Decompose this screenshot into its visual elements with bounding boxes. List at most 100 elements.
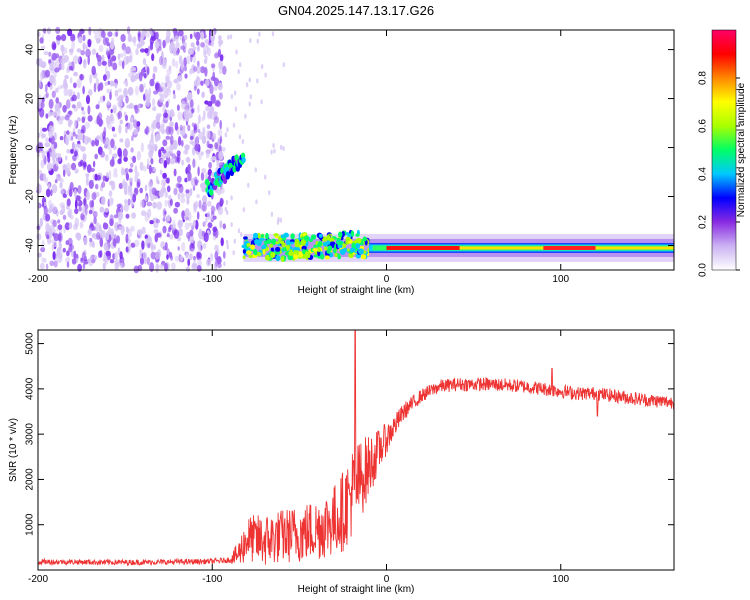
noise-blob [90, 240, 95, 247]
noise-blob [235, 49, 238, 55]
noise-blob [98, 44, 104, 53]
noise-blob [99, 119, 104, 126]
noise-blob [96, 135, 101, 141]
noise-blob [60, 44, 65, 53]
noise-blob [80, 73, 83, 81]
carrier-blob [337, 255, 342, 260]
noise-blob [57, 219, 61, 224]
noise-blob [180, 192, 185, 199]
early-signal-blob [234, 154, 239, 161]
noise-blob [223, 261, 226, 267]
y-tick-label: -40 [25, 238, 36, 253]
carrier-blob [280, 255, 285, 263]
noise-blob [79, 28, 85, 35]
carrier-blob [320, 254, 325, 260]
carrier-blob [261, 245, 267, 250]
noise-blob [141, 28, 147, 38]
noise-blob [197, 104, 200, 114]
carrier-blob [262, 249, 266, 255]
carrier-blob [275, 255, 281, 262]
noise-blob [145, 125, 149, 136]
colorbar-tick-label: 0.8 [698, 71, 709, 85]
noise-blob [198, 199, 202, 209]
noise-blob [127, 243, 132, 251]
noise-blob [41, 97, 45, 103]
noise-blob [270, 149, 273, 155]
noise-blob [272, 143, 275, 148]
carrier-blob [334, 252, 338, 258]
noise-blob [225, 200, 229, 205]
noise-blob [174, 201, 181, 208]
noise-blob [109, 259, 115, 264]
noise-blob [55, 87, 59, 93]
noise-blob [136, 178, 141, 188]
noise-blob [118, 59, 123, 67]
x-tick-label: 0 [384, 274, 390, 285]
noise-blob [133, 38, 137, 47]
noise-blob [101, 30, 106, 39]
noise-blob [264, 174, 267, 180]
noise-blob [174, 122, 179, 131]
carrier-blob [260, 234, 265, 238]
noise-blob [70, 162, 77, 171]
noise-blob [41, 133, 47, 138]
noise-blob [82, 153, 87, 161]
noise-blob [118, 182, 123, 190]
y-tick-label: 2000 [25, 468, 36, 491]
noise-blob [115, 31, 118, 37]
noise-blob [189, 135, 194, 141]
noise-blob [72, 55, 79, 64]
noise-blob [84, 121, 91, 129]
noise-blob [172, 27, 178, 35]
snr-x-axis: -200 -100 0 100 [28, 330, 570, 585]
noise-blob [107, 80, 111, 85]
noise-blob [48, 59, 52, 64]
noise-blob [56, 34, 62, 41]
noise-blob [154, 82, 159, 91]
noise-blob [56, 256, 63, 264]
noise-blob [175, 60, 179, 69]
noise-blob [86, 164, 92, 173]
noise-blob [152, 106, 157, 112]
noise-blob [108, 226, 112, 235]
noise-blob [204, 217, 208, 224]
noise-blob [127, 86, 134, 96]
noise-blob [230, 94, 234, 100]
noise-blob [105, 50, 111, 56]
noise-blob [136, 150, 142, 161]
noise-blob [37, 169, 43, 176]
noise-blob [63, 47, 68, 54]
noise-blob [91, 226, 97, 231]
noise-blob [36, 233, 42, 241]
noise-blob [188, 222, 194, 227]
noise-blob [240, 232, 243, 237]
noise-blob [50, 189, 53, 197]
colorbar-tick-label: 0.6 [698, 119, 709, 133]
noise-blob [200, 183, 204, 188]
noise-blob [99, 237, 104, 248]
carrier-blob [324, 246, 328, 251]
carrier-blob [293, 253, 297, 258]
noise-blob [44, 83, 48, 93]
noise-blob [91, 48, 97, 56]
noise-blob [120, 34, 126, 42]
noise-blob [214, 250, 219, 261]
noise-blob [125, 114, 128, 122]
carrier-blob [328, 252, 333, 258]
noise-blob [184, 34, 188, 41]
noise-blob [85, 176, 89, 186]
noise-blob [217, 206, 224, 216]
carrier-band-core [386, 245, 460, 250]
noise-blob [218, 42, 222, 48]
noise-blob [82, 85, 85, 95]
noise-blob [178, 228, 183, 237]
noise-blob [139, 248, 143, 256]
noise-blob [83, 236, 88, 246]
noise-blob [82, 34, 86, 41]
noise-blob [214, 142, 219, 150]
noise-blob [162, 63, 167, 69]
noise-blob [220, 198, 225, 205]
noise-blob [186, 156, 191, 164]
